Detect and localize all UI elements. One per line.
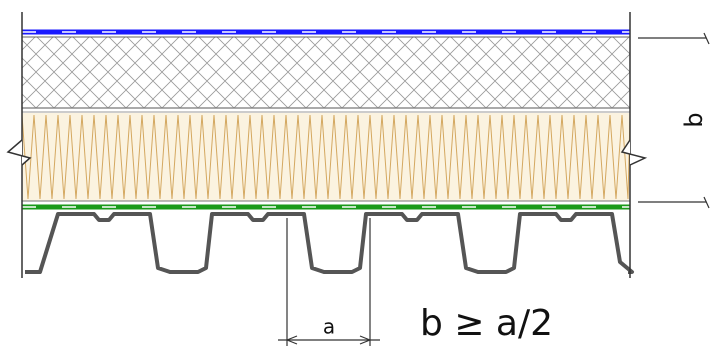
rule-text: b ≥ a/2 bbox=[420, 303, 553, 344]
insulation-hatch bbox=[21, 114, 631, 200]
dimension-a-label: a bbox=[323, 315, 335, 339]
steel-deck bbox=[25, 212, 634, 274]
break-symbol bbox=[620, 139, 648, 166]
dimension-tick bbox=[703, 32, 710, 45]
concrete-layer bbox=[22, 37, 630, 108]
dimension-tick bbox=[703, 196, 710, 209]
insulation-zigzag bbox=[21, 114, 631, 200]
dimension-arrows bbox=[286, 335, 371, 345]
break-symbol bbox=[6, 139, 32, 166]
dimension-b-label: b bbox=[680, 112, 708, 127]
